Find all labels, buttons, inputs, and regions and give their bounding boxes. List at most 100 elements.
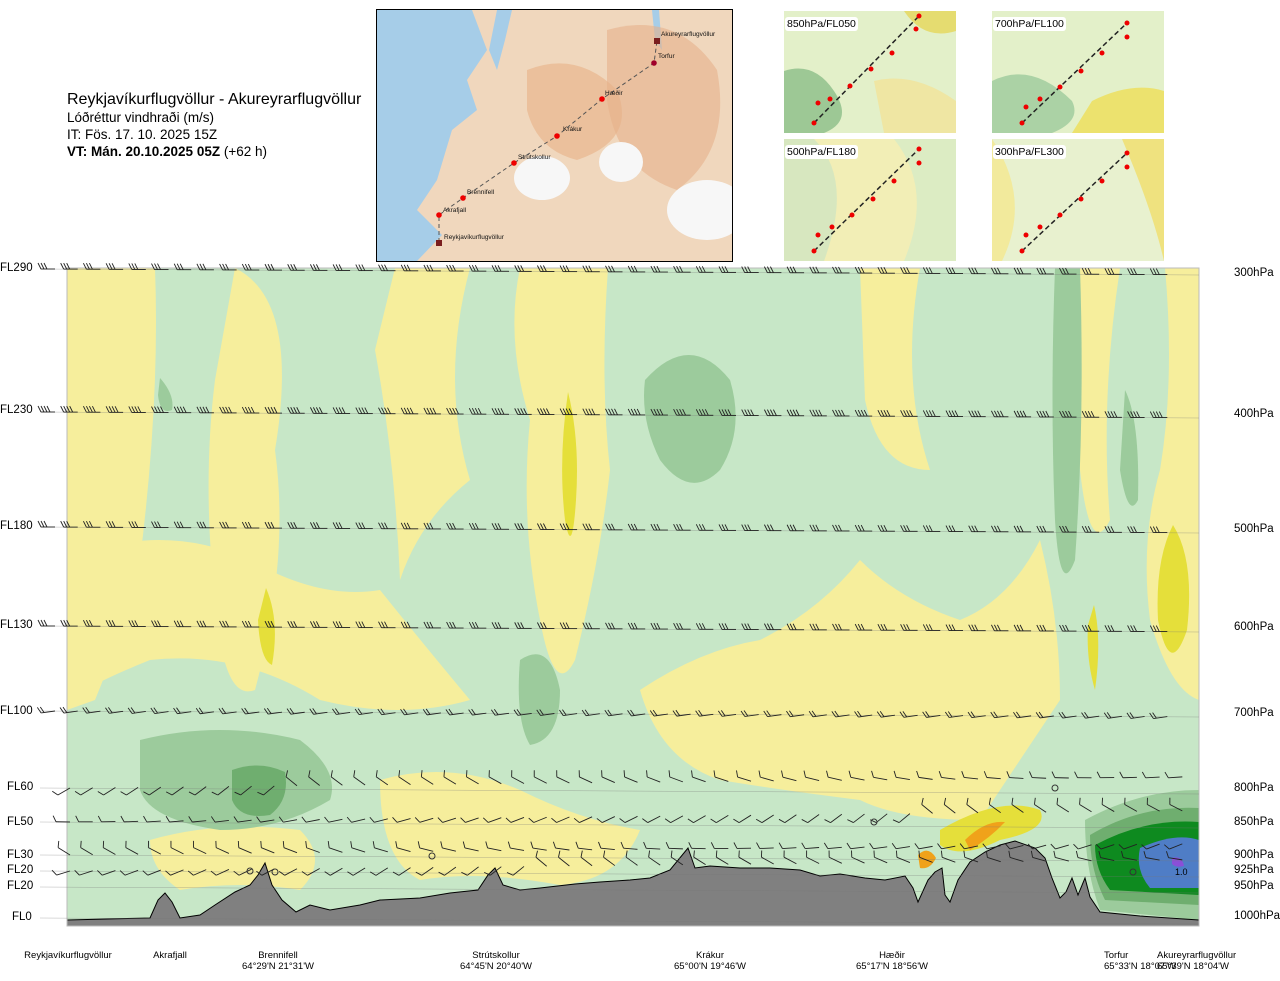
wind-barb [97,787,116,796]
right-axis-label: 900hPa [1234,849,1274,861]
x-label-coord: 65°00'N 19°46'W [674,961,746,972]
wind-barb [437,817,457,823]
map-label-akureyri: Akureyrarflugvöllur [661,31,716,38]
wind-barb [60,619,78,627]
calm-marker [870,818,878,826]
wind-barb [596,816,615,823]
wind-barb [580,850,593,867]
wind-barb [301,868,320,876]
wind-barb [74,787,93,796]
wind-barb [831,710,850,718]
wind-barb [128,620,146,627]
wind-barb [809,409,827,417]
wind-barb [128,521,146,528]
wind-barb [219,620,237,628]
wind-barb [482,817,502,823]
lead-time: (+62 h) [223,144,268,159]
wind-barb [963,850,979,863]
wind-barb [873,850,888,864]
updraft-core [1157,525,1190,653]
wind-barb [488,770,502,785]
wind-barb [105,263,124,270]
right-axis-label: 850hPa [1234,816,1274,828]
wind-barb [196,263,214,271]
updraft-core [1087,605,1099,690]
wind-barb [559,622,578,630]
wind-barb [37,405,55,413]
wind-barb [332,407,351,414]
wind-barb [895,850,911,864]
x-axis-label: Brennifell 64°29'N 21°31'W [236,950,320,972]
calm-marker [1051,784,1059,792]
right-axis-label: 300hPa [1234,267,1274,279]
wind-barb [900,410,918,417]
wind-barb [460,817,479,823]
calm-marker [1129,868,1137,876]
wind-barb [968,525,986,533]
updraft-region [380,772,640,885]
wind-barb [514,523,532,530]
wind-barb [354,708,373,715]
wind-barb [877,524,895,532]
updraft-region [860,268,930,470]
wind-barb [713,770,729,782]
plot-frame [66,267,1200,927]
wind-barb [763,710,782,718]
wind-barb [1118,843,1138,850]
wind-barb [559,709,578,717]
wind-barb [507,841,525,851]
level-map-500: 500hPa/FL180 [784,139,956,261]
right-axis-label: 600hPa [1234,621,1274,633]
wind-barb [1056,797,1070,813]
wind-barb [601,770,615,783]
wind-barb [375,770,389,786]
wind-barb [82,620,101,627]
x-label-coord: 64°45'N 20°40'W [460,961,532,972]
wind-barb [605,265,623,273]
wind-barb [105,707,124,714]
wind-barb [922,267,941,274]
wind-barb [718,623,736,630]
wind-barb [119,869,139,876]
left-axis-label: FL50 [7,816,34,828]
right-axis-label: 950hPa [1234,880,1274,892]
wind-barb [921,797,933,814]
wind-barb [536,622,555,629]
wind-barb [378,407,396,415]
wind-barb [619,815,638,823]
wind-barb [264,521,282,529]
wind-barb [37,619,55,627]
wind-barb [824,813,843,823]
right-axis-label: 800hPa [1234,782,1274,794]
wind-barb [1059,525,1077,533]
wind-barb [309,621,328,628]
wind-barb [1013,525,1032,533]
wind-barb [627,523,646,531]
wind-barb [900,267,918,274]
wind-barb [582,622,600,630]
wind-barb [60,405,78,413]
wind-barb [446,621,464,629]
wind-barb [672,709,691,717]
wind-barb [575,841,593,851]
level-map-500-graphic [784,139,956,261]
wind-barb [736,770,752,782]
wind-barb [664,815,684,823]
wind-barb [1034,797,1047,813]
wind-barb [514,408,532,415]
wind-barb [285,770,298,787]
wind-barb [627,265,646,273]
wind-barb [324,867,343,876]
wind-barb [1011,797,1024,813]
pressure-level-line [39,787,1200,795]
wind-barb [52,815,71,823]
wind-barb [916,770,933,780]
wind-barb [688,842,706,850]
wind-barb [1074,771,1092,779]
wind-barb [803,770,820,781]
valid-time: VT: Mán. 20.10.2025 05Z (+62 h) [67,143,361,160]
wind-barb [1146,797,1160,812]
wind-barb [513,709,532,716]
wind-barb [195,707,214,715]
wind-barb [1127,268,1145,275]
